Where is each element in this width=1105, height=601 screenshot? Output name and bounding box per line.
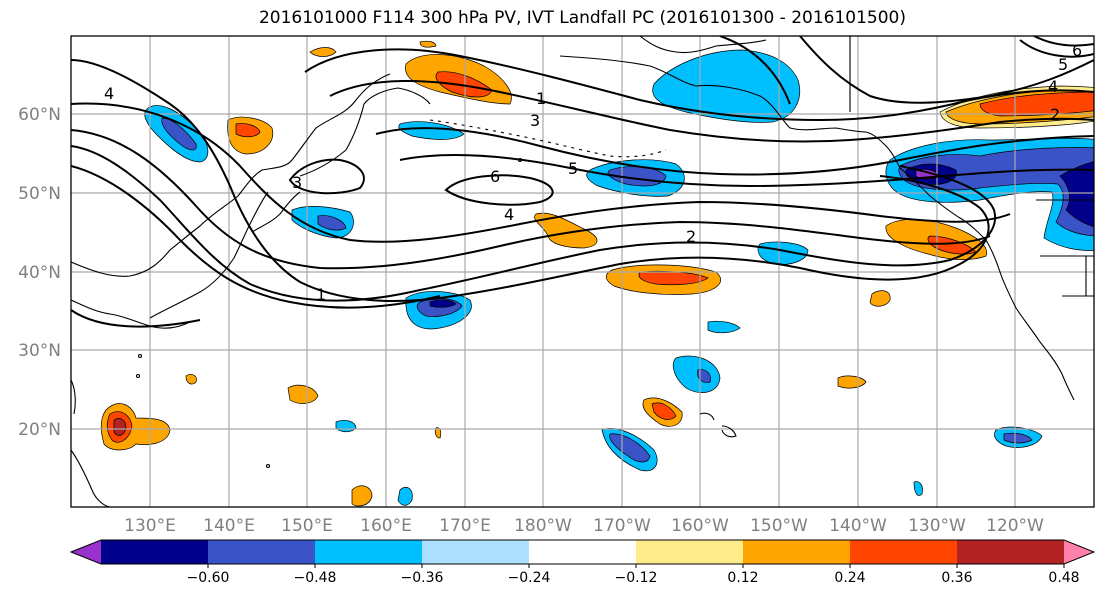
contour-label: 6	[1072, 41, 1082, 60]
colorbar-segment	[636, 540, 744, 564]
contour-label: 2	[686, 227, 696, 246]
lat-label: 40°N	[18, 263, 61, 283]
colorbar-segment	[208, 540, 316, 564]
contour-label: 4	[1048, 77, 1058, 96]
contour-labels: 4 1 3 3 6 5 4 2 1 4 2 6 5	[104, 41, 1082, 304]
lat-label: 50°N	[18, 184, 61, 204]
contour-label: 3	[292, 173, 302, 192]
colorbar-extend-min	[71, 540, 101, 564]
map-frame	[70, 35, 1095, 508]
colorbar-tick-label: −0.60	[187, 570, 230, 586]
contour-label: 5	[568, 159, 578, 178]
lon-label: 170°E	[439, 516, 491, 536]
colorbar-segment	[743, 540, 851, 564]
lon-label: 170°W	[593, 516, 651, 536]
colorbar-extend-max	[1064, 540, 1094, 564]
colorbar-tick-label: −0.12	[615, 570, 658, 586]
contour-label: 1	[316, 285, 326, 304]
contour-label: 4	[104, 84, 114, 103]
lat-label: 20°N	[18, 420, 61, 440]
lon-label: 130°E	[124, 516, 176, 536]
colorbar-segment	[529, 540, 637, 564]
contour-label: 4	[504, 205, 514, 224]
colorbar-tick-label: 0.48	[1048, 570, 1079, 586]
lon-label: 140°E	[203, 516, 255, 536]
map-title: 2016101000 F114 300 hPa PV, IVT Landfall…	[258, 8, 906, 28]
colorbar-segment	[315, 540, 423, 564]
colorbar: −0.60 −0.48 −0.36 −0.24 −0.12 0.12 0.24 0.36 0.4…	[69, 539, 1096, 586]
map-content: 4 1 3 3 6 5 4 2 1 4 2 6 5	[71, 36, 1094, 507]
contour-label: 5	[1058, 55, 1068, 74]
lon-label: 150°W	[750, 516, 808, 536]
lon-label: 140°W	[829, 516, 887, 536]
pv-contours	[71, 36, 1094, 328]
contour-label: 3	[530, 111, 540, 130]
lat-label: 30°N	[18, 341, 61, 361]
colorbar-tick-label: −0.48	[294, 570, 337, 586]
lon-label: 180°W	[514, 516, 572, 536]
colorbar-segment	[957, 540, 1065, 564]
coastlines	[71, 36, 1094, 507]
gridlines	[71, 36, 1094, 507]
lon-label: 130°W	[908, 516, 966, 536]
colorbar-segment	[422, 540, 530, 564]
colorbar-segment	[101, 540, 209, 564]
contour-label: 2	[1050, 105, 1060, 124]
longitude-labels: 130°E 140°E 150°E 160°E 170°E 180°W 170°…	[124, 516, 1044, 536]
colorbar-tick-label: 0.24	[834, 570, 865, 586]
latitude-labels: 60°N 50°N 40°N 30°N 20°N	[18, 105, 61, 440]
lat-label: 60°N	[18, 105, 61, 125]
colorbar-tick-label: 0.36	[941, 570, 972, 586]
lon-label: 160°W	[671, 516, 729, 536]
lon-label: 150°E	[281, 516, 333, 536]
colorbar-tick-label: −0.24	[508, 570, 551, 586]
contour-label: 1	[536, 89, 546, 108]
contour-label: 6	[490, 167, 500, 186]
colorbar-tick-label: −0.36	[401, 570, 444, 586]
lon-label: 120°W	[986, 516, 1044, 536]
lon-label: 160°E	[360, 516, 412, 536]
colorbar-outline	[69, 539, 1096, 565]
colorbar-segment	[850, 540, 958, 564]
colorbar-tick-label: 0.12	[727, 570, 758, 586]
